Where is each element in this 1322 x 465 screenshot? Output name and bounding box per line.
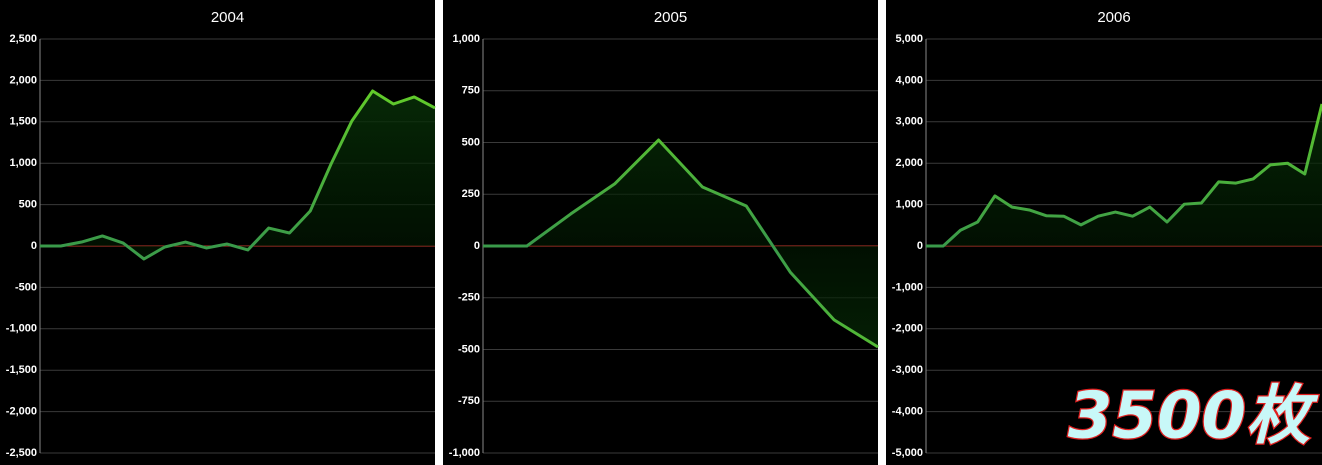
y-tick-label: 1,000	[9, 157, 37, 169]
y-tick-label: -5,000	[892, 447, 923, 459]
y-tick-label: -1,000	[892, 281, 923, 293]
chart-title: 2006	[1097, 9, 1130, 26]
y-tick-label: 0	[474, 240, 480, 252]
y-tick-label: -4,000	[892, 406, 923, 418]
y-tick-label: 3,000	[895, 116, 923, 128]
y-tick-label: -1,000	[6, 323, 37, 335]
y-tick-label: -1,000	[449, 447, 480, 459]
y-tick-label: -500	[458, 343, 480, 355]
chart-title: 2004	[211, 9, 244, 26]
line	[40, 89, 436, 261]
y-tick-label: -2,000	[892, 323, 923, 335]
y-tick-label: 1,500	[9, 116, 37, 128]
y-tick-label: 5,000	[895, 33, 923, 45]
y-tick-label: -500	[15, 281, 37, 293]
y-tick-label: -2,500	[6, 447, 37, 459]
y-tick-label: -250	[458, 292, 480, 304]
area	[40, 90, 435, 259]
y-tick-label: 2,000	[895, 157, 923, 169]
annotation: 3500枚	[1068, 380, 1319, 454]
y-tick-label: 2,000	[9, 74, 37, 86]
y-tick-label: -3,000	[892, 364, 923, 376]
y-tick-label: 0	[31, 240, 37, 252]
y-tick-label: 1,000	[452, 33, 480, 45]
y-tick-label: 4,000	[895, 74, 923, 86]
y-tick-label: -1,500	[6, 364, 37, 376]
y-tick-label: 1,000	[895, 199, 923, 211]
y-tick-label: 500	[19, 199, 37, 211]
chart-title: 2005	[654, 9, 687, 26]
y-tick-label: -750	[458, 395, 480, 407]
line	[483, 138, 879, 349]
y-tick-label: 500	[462, 136, 480, 148]
y-tick-label: 0	[917, 240, 923, 252]
area	[483, 140, 878, 348]
y-tick-label: 2,500	[9, 33, 37, 45]
y-tick-label: -2,000	[6, 406, 37, 418]
y-tick-label: 750	[462, 85, 480, 97]
line	[926, 103, 1322, 248]
y-tick-label: 250	[462, 188, 480, 200]
